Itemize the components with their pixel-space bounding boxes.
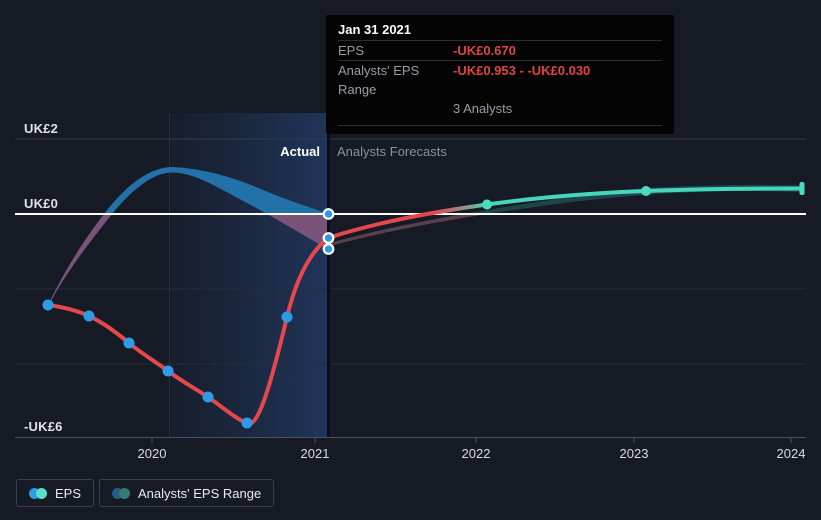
eps-data-point[interactable] [202, 391, 214, 403]
forecast-data-point[interactable] [482, 199, 492, 210]
tooltip-analysts-count: 3 Analysts [453, 101, 513, 116]
tooltip-eps-value: -UK£0.670 [453, 43, 516, 58]
tooltip-date: Jan 31 2021 [338, 19, 662, 41]
x-axis-ticks [151, 438, 792, 443]
selected-points [322, 208, 335, 255]
eps-forecast-line[interactable] [326, 186, 803, 240]
legend-item-eps[interactable]: EPS [16, 479, 95, 507]
selected-eps-dot[interactable] [322, 232, 335, 244]
legend-item-analysts-range[interactable]: Analysts' EPS Range [99, 479, 275, 507]
tooltip-range-label: Analysts' EPS Range [338, 63, 420, 97]
tooltip-eps-row: EPS -UK£0.670 [338, 41, 662, 61]
eps-data-points [42, 299, 293, 429]
x-label-2024: 2024 [776, 446, 806, 461]
eps-data-point[interactable] [123, 337, 135, 349]
section-label-actual: Actual [280, 144, 320, 159]
forecast-data-points [482, 186, 651, 210]
eps-data-point[interactable] [281, 311, 293, 323]
tooltip-range-value: -UK£0.953 - -UK£0.030 [453, 63, 591, 78]
eps-legend-icon [29, 487, 47, 499]
tooltip-range-row: Analysts' EPS Range -UK£0.953 - -UK£0.03… [338, 61, 662, 99]
y-label-0: UK£0 [24, 196, 59, 211]
selected-range-low-dot[interactable] [322, 243, 335, 255]
analysts-range-band-history [48, 167, 328, 307]
x-label-2020: 2020 [137, 446, 167, 461]
eps-data-point[interactable] [83, 310, 95, 322]
x-label-2021: 2021 [300, 446, 330, 461]
forecast-data-point[interactable] [641, 186, 651, 196]
analysts-range-band-forecast [330, 184, 802, 246]
x-label-2023: 2023 [619, 446, 649, 461]
range-band-negative-tint [48, 214, 488, 307]
range-legend-icon [112, 487, 131, 499]
selected-range-high-dot[interactable] [322, 208, 335, 220]
legend: EPS Analysts' EPS Range [16, 479, 275, 507]
legend-range-label: Analysts' EPS Range [138, 485, 262, 501]
y-label-minus6: -UK£6 [24, 419, 63, 434]
tooltip: Jan 31 2021 EPS -UK£0.670 Analysts' EPS … [326, 15, 674, 134]
eps-data-point[interactable] [42, 299, 54, 311]
tooltip-eps-label: EPS [338, 43, 365, 58]
tooltip-footer-divider [338, 125, 662, 126]
eps-data-point[interactable] [162, 365, 174, 377]
period-divider-line [327, 113, 330, 437]
y-label-2: UK£2 [24, 121, 59, 136]
x-label-2022: 2022 [461, 446, 491, 461]
legend-eps-label: EPS [55, 485, 82, 501]
forecast-end-cap [799, 182, 805, 195]
section-label-forecast: Analysts Forecasts [337, 144, 447, 159]
eps-data-point[interactable] [241, 417, 253, 429]
